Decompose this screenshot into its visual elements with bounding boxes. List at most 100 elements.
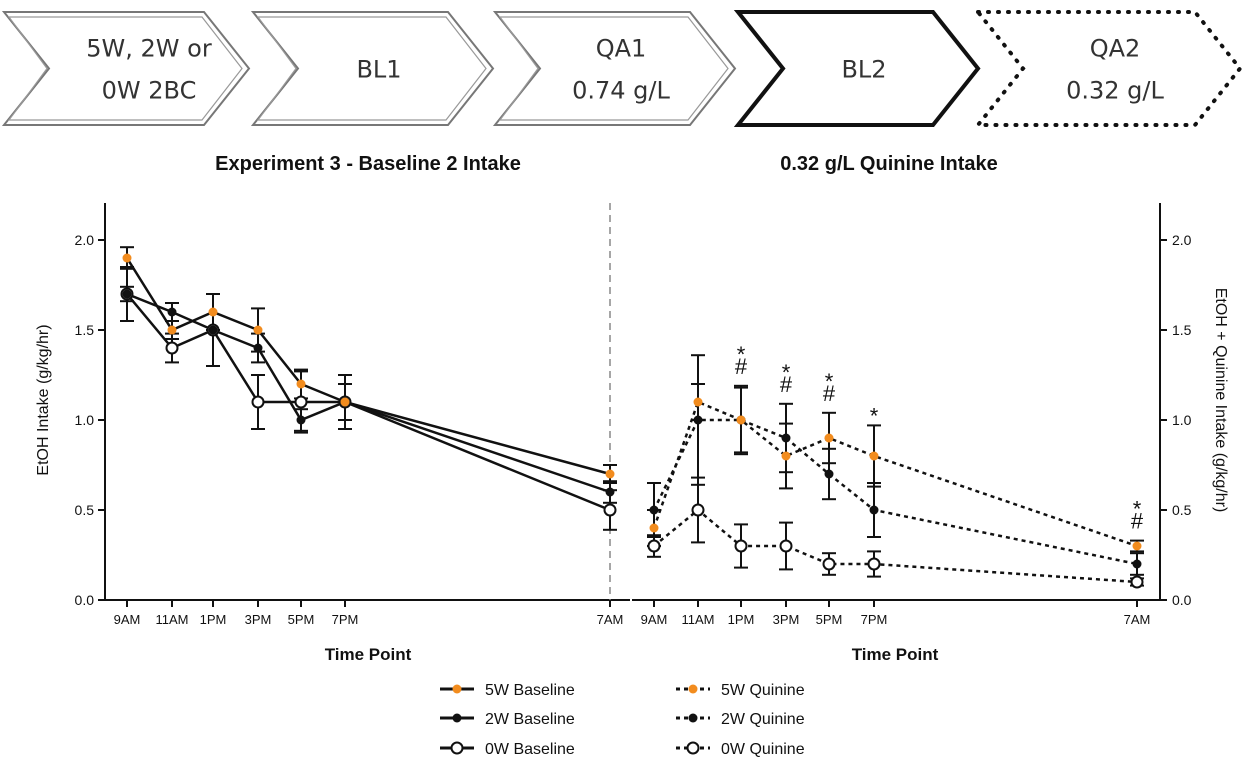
legend-label: 2W Baseline [485,711,575,728]
asterisk-annotation: * [737,342,746,367]
legend-marker [688,713,698,723]
data-point [122,253,132,263]
x-tick-label: 3PM [773,612,800,627]
data-point [296,415,306,425]
y-tick-label: 1.0 [1172,412,1192,428]
x-tick-label: 5PM [288,612,315,627]
legend-label: 5W Baseline [485,682,575,699]
legend-marker [686,741,700,755]
x-tick-label: 7PM [861,612,888,627]
series-line [652,400,1138,548]
timeline-stage-label: BL1 [356,56,401,84]
hash-annotation: # [823,381,836,406]
asterisk-annotation: * [1133,497,1142,522]
data-point [869,505,879,515]
x-tick-label: 7AM [1124,612,1151,627]
legend-label: 0W Baseline [485,741,575,758]
data-point [605,487,615,497]
data-point [649,523,659,533]
left-x-axis-label: Time Point [325,645,412,664]
data-point [167,325,177,335]
x-tick-label: 9AM [114,612,141,627]
series-line [652,418,1138,566]
right-plot-area [647,354,1144,589]
data-point [1130,575,1144,589]
data-point [691,503,705,517]
timeline-stage-label: 5W, 2W or [86,35,212,63]
y-tick-label: 0.5 [1172,502,1192,518]
data-point [736,415,746,425]
timeline-stage-label: QA2 [1090,35,1141,63]
right-chart-title: 0.32 g/L Quinine Intake [780,153,997,175]
x-tick-label: 1PM [728,612,755,627]
timeline-stage-label: QA1 [596,35,647,63]
left-y-ticks: 0.0 0.5 1.0 1.5 2.0 [75,232,105,608]
timeline-stage-label: 0.32 g/L [1066,77,1164,105]
data-point [605,469,615,479]
timeline-stage-label: BL2 [841,56,886,84]
data-point [867,557,881,571]
left-plot-area [120,246,617,531]
asterisk-annotation: * [782,360,791,385]
data-point [603,503,617,517]
hash-annotation: # [735,354,748,379]
x-tick-label: 7AM [597,612,624,627]
data-point [340,397,350,407]
series-line [126,292,611,494]
timeline-stage-label: 0W 2BC [102,77,197,105]
data-point [1132,541,1142,551]
x-tick-label: 3PM [245,612,272,627]
timeline-chevron-inner [498,16,729,121]
data-point [1132,559,1142,569]
y-tick-label: 1.5 [1172,322,1192,338]
legend-marker [450,741,464,755]
legend-label: 2W Quinine [721,711,805,728]
y-tick-label: 0.0 [1172,592,1192,608]
y-tick-label: 2.0 [1172,232,1192,248]
data-point [781,451,791,461]
timeline-chevrons: 5W, 2W or 0W 2BC BL1 QA1 0.74 g/L BL2 QA2 0.32 … [1,10,1243,127]
y-tick-label: 1.5 [75,322,95,338]
legend: 5W Baseline 2W Baseline 0W Baseline 5W Quin… [440,682,805,758]
x-tick-label: 11AM [682,612,715,627]
series-line [126,293,611,512]
right-y-axis-label: EtOH + Quinine Intake (g/kg/hr) [1212,288,1229,513]
left-chart-title: Experiment 3 - Baseline 2 Intake [215,153,521,175]
data-point [253,343,263,353]
series-line [125,257,611,476]
y-tick-label: 0.5 [75,502,95,518]
data-point [822,557,836,571]
x-tick-label: 5PM [816,612,843,627]
data-point [779,539,793,553]
legend-marker [452,684,462,694]
timeline-chevron-inner [256,16,487,121]
right-x-axis-label: Time Point [852,645,939,664]
hash-annotation: # [780,372,793,397]
data-point [693,397,703,407]
y-tick-label: 2.0 [75,232,95,248]
timeline-chevron-inner [7,16,243,121]
data-point [649,505,659,515]
y-tick-label: 0.0 [75,592,95,608]
x-tick-label: 1PM [200,612,227,627]
asterisk-annotation: * [870,403,879,428]
data-point [734,539,748,553]
timeline-chevron-bold [733,10,981,127]
data-point [781,433,791,443]
timeline-chevron-outer [250,11,495,126]
axes [104,203,1161,601]
data-point [869,451,879,461]
data-point [208,325,218,335]
data-point [647,539,661,553]
legend-marker [452,713,462,723]
legend-label: 0W Quinine [721,741,805,758]
right-y-ticks: 0.0 0.5 1.0 1.5 2.0 [1160,232,1192,608]
left-x-ticks: 9AM 11AM 1PM 3PM 5PM 7PM 7AM [114,600,624,627]
data-point [824,433,834,443]
data-point [122,289,132,299]
data-point [167,307,177,317]
legend-label: 5W Quinine [721,682,805,699]
data-point [296,379,306,389]
right-x-ticks: 9AM 11AM 1PM 3PM 5PM 7PM 7AM [641,600,1151,627]
